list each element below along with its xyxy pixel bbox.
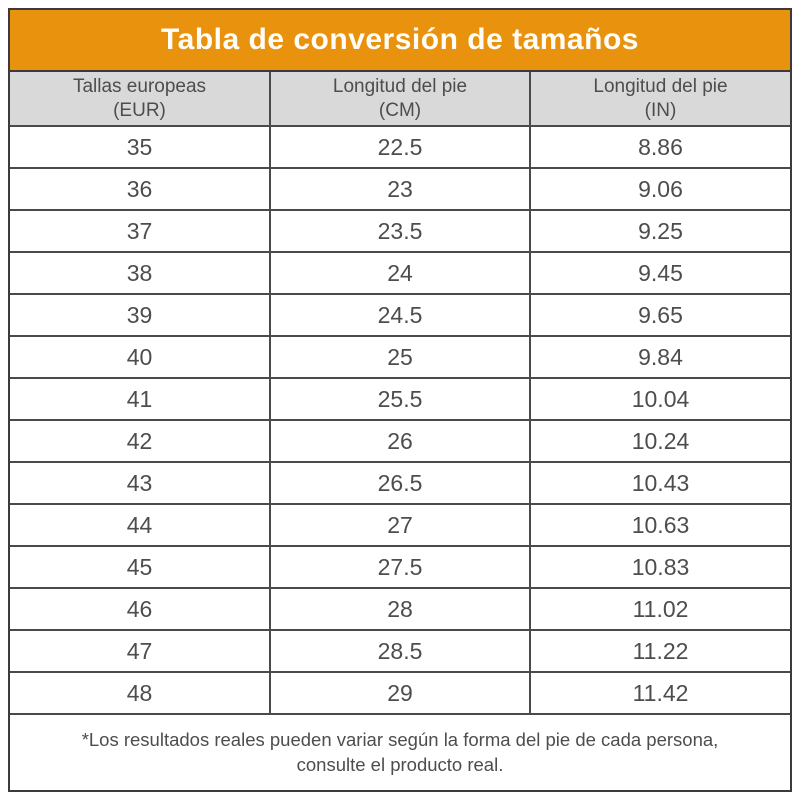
table-cell: 9.45 [529,251,790,295]
table-cell: 45 [10,545,271,589]
column-header-line1: Longitud del pie [332,75,468,97]
table-cell: 38 [10,251,271,295]
column-header-line2: (IN) [644,99,677,121]
table-cell: 23 [269,167,531,211]
table-row: 35 22.5 8.86 [10,125,790,169]
table-cell: 10.43 [529,461,790,505]
table-row: 45 27.5 10.83 [10,545,790,589]
table-row: 37 23.5 9.25 [10,209,790,253]
footnote-line2: consulte el producto real. [296,753,504,775]
table-header-row: Tallas europeas (EUR) Longitud del pie (… [10,72,790,127]
table-cell: 22.5 [269,125,531,169]
table-row: 48 29 11.42 [10,671,790,715]
table-cell: 10.63 [529,503,790,547]
table-cell: 27 [269,503,531,547]
table-cell: 28.5 [269,629,531,673]
footnote: *Los resultados reales pueden variar seg… [10,715,790,790]
table-cell: 9.84 [529,335,790,379]
page-title: Tabla de conversión de tamaños [161,23,639,56]
table-cell: 10.24 [529,419,790,463]
size-chart-panel: Tabla de conversión de tamaños Tallas eu… [8,8,792,792]
table-cell: 11.02 [529,587,790,631]
table-cell: 39 [10,293,271,337]
table-cell: 10.04 [529,377,790,421]
table-header: Tallas europeas (EUR) Longitud del pie (… [10,72,790,127]
table-cell: 9.65 [529,293,790,337]
table-cell: 11.42 [529,671,790,715]
table-cell: 41 [10,377,271,421]
table-cell: 36 [10,167,271,211]
table-row: 44 27 10.63 [10,503,790,547]
table-cell: 23.5 [269,209,531,253]
column-header-cm: Longitud del pie (CM) [269,72,531,127]
table-cell: 27.5 [269,545,531,589]
table-row: 41 25.5 10.04 [10,377,790,421]
column-header-line1: Tallas europeas [72,75,207,97]
column-header-line1: Longitud del pie [593,75,728,97]
table-cell: 11.22 [529,629,790,673]
table-row: 40 25 9.84 [10,335,790,379]
table-row: 46 28 11.02 [10,587,790,631]
table-row: 38 24 9.45 [10,251,790,295]
table-cell: 48 [10,671,271,715]
table-row: 36 23 9.06 [10,167,790,211]
table-row: 39 24.5 9.65 [10,293,790,337]
table-cell: 40 [10,335,271,379]
column-header-line2: (CM) [378,99,422,121]
footnote-line1: *Los resultados reales pueden variar seg… [81,728,719,750]
table-row: 42 26 10.24 [10,419,790,463]
table-cell: 47 [10,629,271,673]
table-cell: 24.5 [269,293,531,337]
table-row: 43 26.5 10.43 [10,461,790,505]
table-cell: 46 [10,587,271,631]
table-cell: 35 [10,125,271,169]
size-conversion-table: Tallas europeas (EUR) Longitud del pie (… [10,72,790,715]
column-header-eur: Tallas europeas (EUR) [10,72,271,127]
table-cell: 24 [269,251,531,295]
table-row: 47 28.5 11.22 [10,629,790,673]
table-cell: 8.86 [529,125,790,169]
table-cell: 44 [10,503,271,547]
table-cell: 37 [10,209,271,253]
title-band: Tabla de conversión de tamaños [10,10,790,72]
table-cell: 25.5 [269,377,531,421]
table-cell: 42 [10,419,271,463]
table-cell: 9.06 [529,167,790,211]
table-cell: 10.83 [529,545,790,589]
table-body: 35 22.5 8.86 36 23 9.06 37 23.5 9.25 38 24 9.45 39 24… [10,125,790,715]
table-cell: 28 [269,587,531,631]
table-cell: 9.25 [529,209,790,253]
table-cell: 25 [269,335,531,379]
table-cell: 29 [269,671,531,715]
table-cell: 26.5 [269,461,531,505]
column-header-in: Longitud del pie (IN) [529,72,790,127]
column-header-line2: (EUR) [113,99,166,121]
table-cell: 43 [10,461,271,505]
table-cell: 26 [269,419,531,463]
